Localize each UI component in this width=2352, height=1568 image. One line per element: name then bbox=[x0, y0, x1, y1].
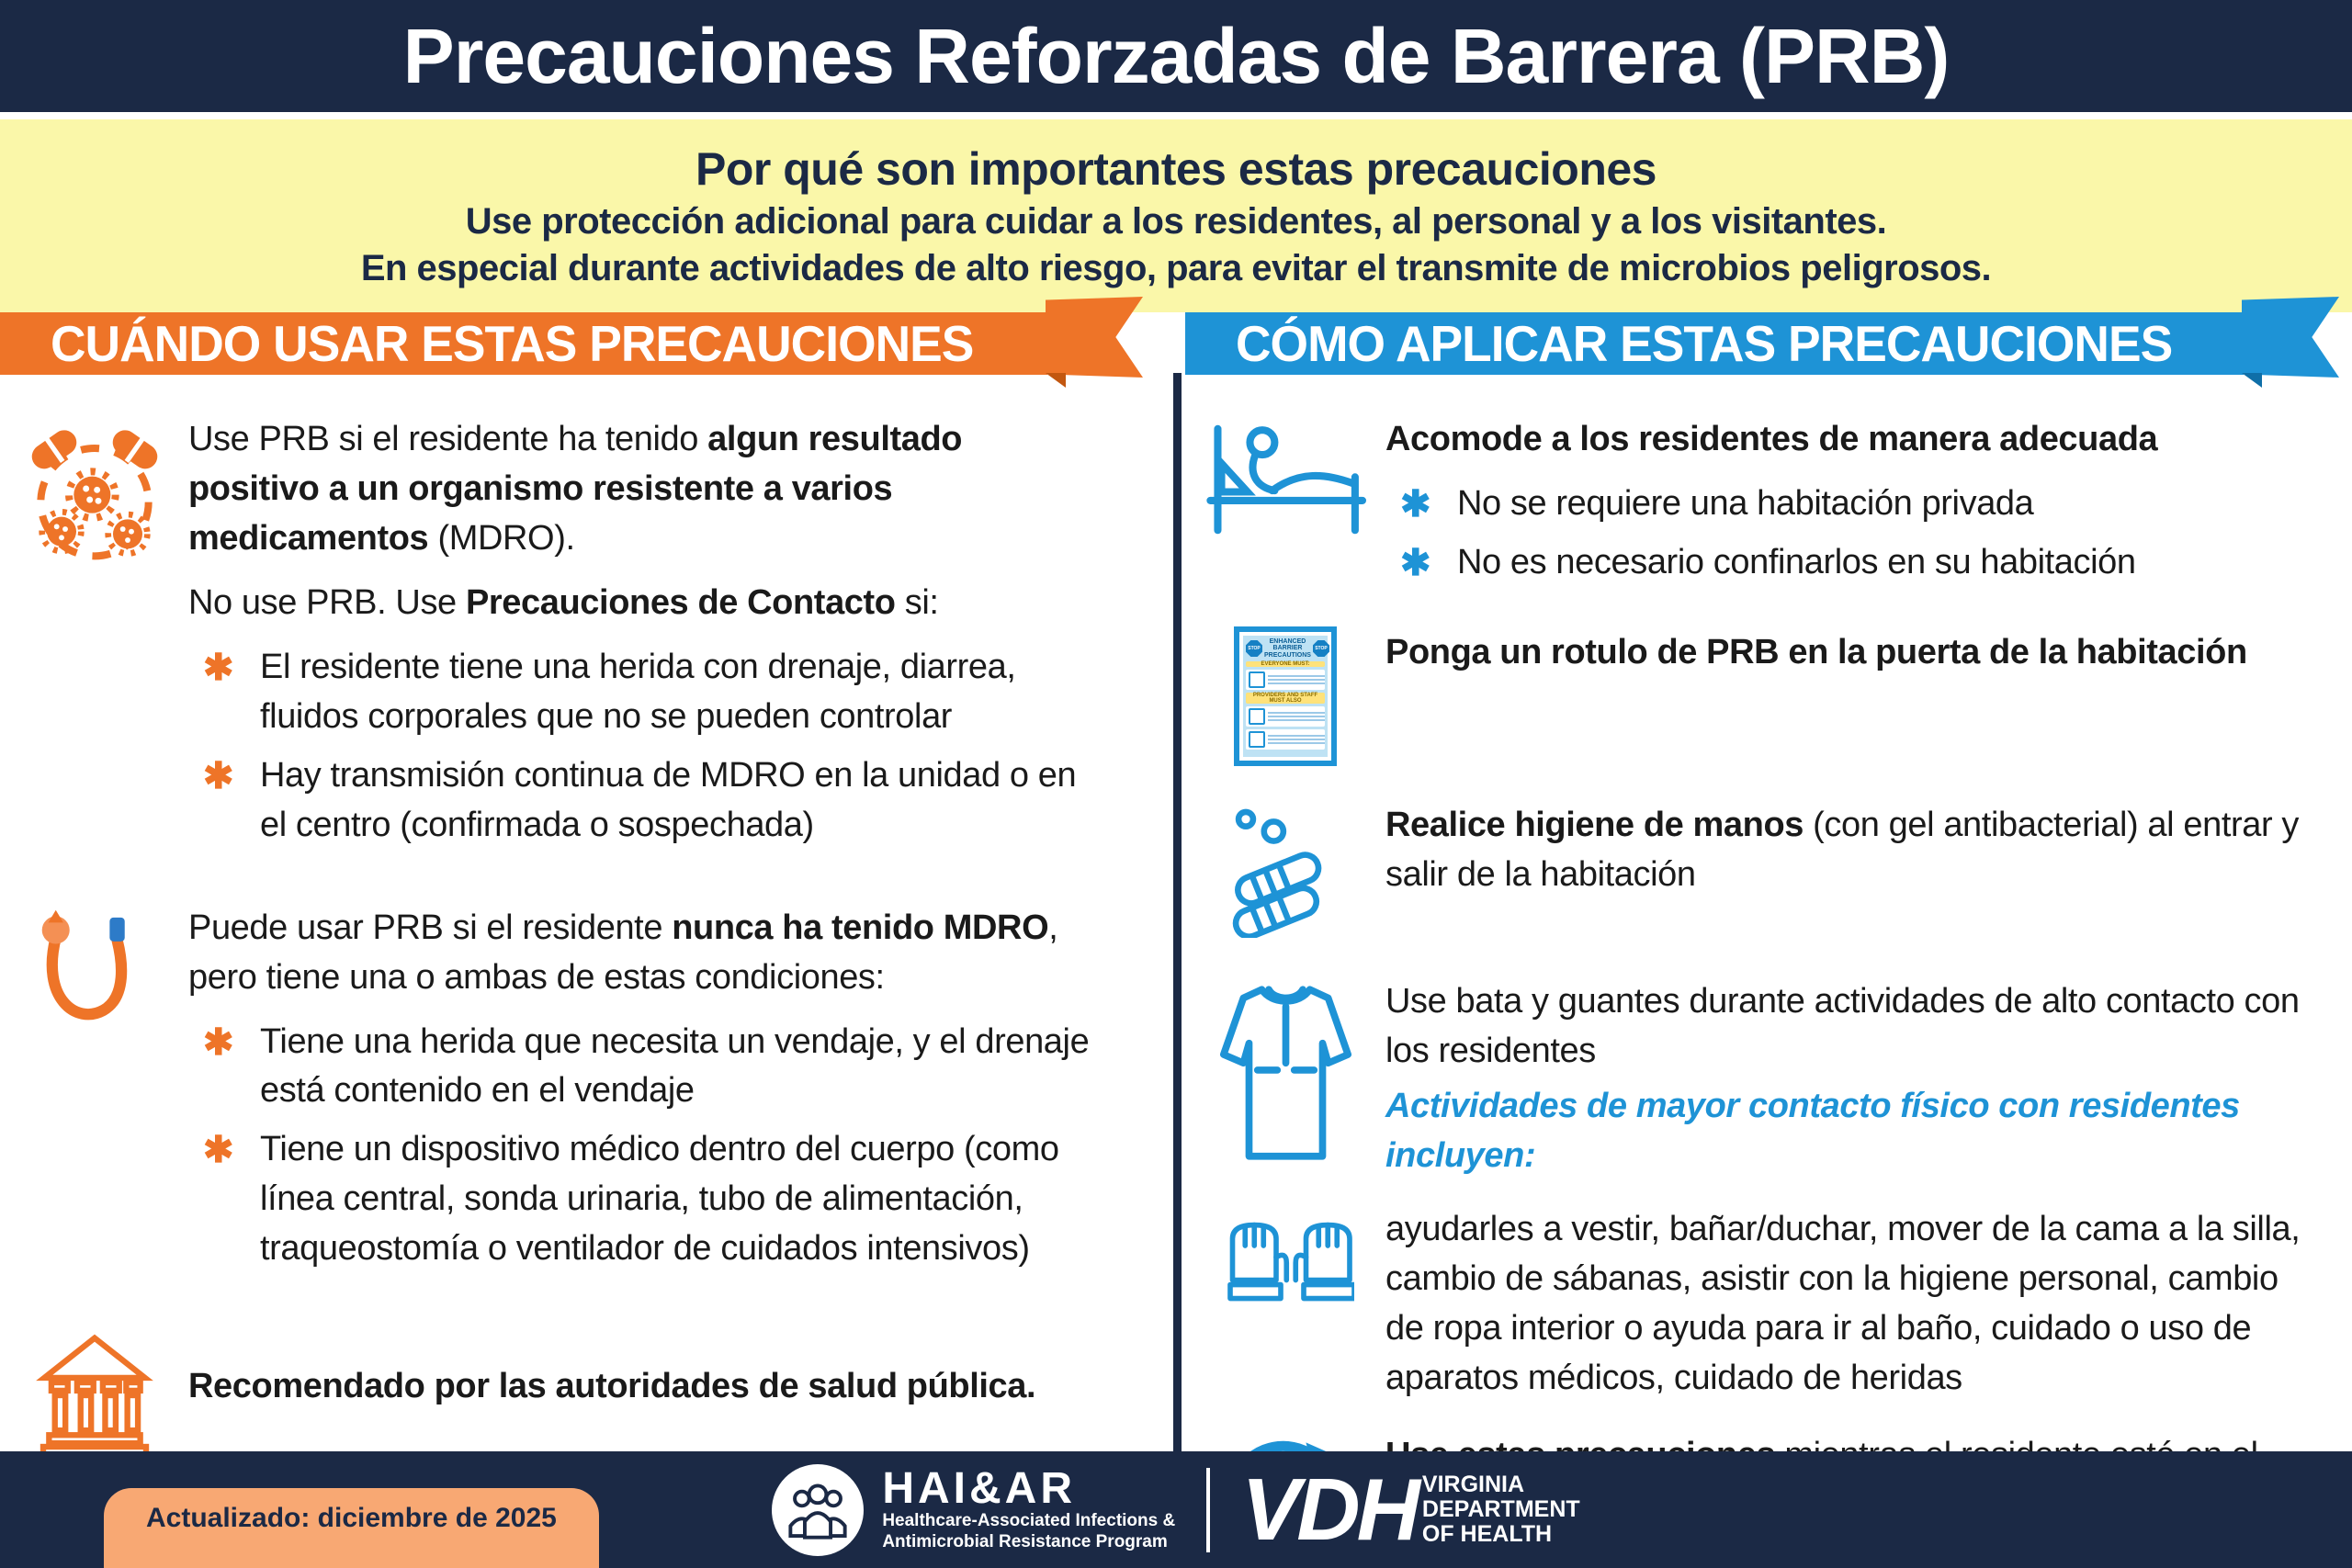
recommended-text: Recomendado por las autoridades de salud… bbox=[188, 1367, 1036, 1406]
vdh-line-2: DEPARTMENT bbox=[1421, 1496, 1580, 1522]
hand-washing-icon bbox=[1219, 805, 1352, 942]
bullet-asterisk: ✱ bbox=[203, 1130, 234, 1171]
activities-list-text: ayudarles a vestir, bañar/duchar, mover … bbox=[1385, 1209, 2301, 1397]
intro-section: Por qué son importantes estas precaucion… bbox=[0, 119, 2352, 312]
never-mdro-item: Puede usar PRB si el residente nunca ha … bbox=[0, 904, 1173, 1275]
vdh-line-1: VIRGINIA bbox=[1421, 1472, 1525, 1497]
sign-band-2: PROVIDERS AND STAFF MUST ALSO bbox=[1246, 692, 1325, 704]
never-mdro-paragraph: Puede usar PRB si el residente nunca ha … bbox=[188, 908, 1058, 997]
mdro-positive-item: Use PRB si el residente ha tenido algun … bbox=[0, 415, 1173, 851]
sign-title: ENHANCED BARRIER PRECAUTIONS bbox=[1264, 637, 1311, 659]
room-placement-title: Acomode a los residentes de manera adecu… bbox=[1385, 420, 2158, 458]
confinement-bullet: ✱ No es necesario confinarlos en su habi… bbox=[1385, 538, 2313, 588]
when-to-use-header: CUÁNDO USAR ESTAS PRECAUCIONES bbox=[51, 315, 974, 372]
updated-text: Actualizado: diciembre de 2025 bbox=[146, 1503, 557, 1533]
column-divider bbox=[1173, 373, 1182, 1451]
how-to-apply-banner: CÓMO APLICAR ESTAS PRECAUCIONES bbox=[1185, 297, 2352, 388]
title-band: Precauciones Reforzadas de Barrera (PRB) bbox=[0, 0, 2352, 112]
vdh-acronym: VDH bbox=[1241, 1460, 1420, 1559]
people-group-icon bbox=[772, 1463, 865, 1556]
bullet-asterisk: ✱ bbox=[203, 647, 234, 688]
ribbon-fold-left bbox=[1046, 373, 1066, 388]
intro-line-1: Use protección adicional para cuidar a l… bbox=[465, 201, 1887, 242]
wound-bullet: ✱ Tiene una herida que necesita un venda… bbox=[188, 1018, 1093, 1117]
updated-badge: Actualizado: diciembre de 2025 bbox=[104, 1488, 599, 1568]
ribbon-tail-left bbox=[1046, 297, 1143, 378]
high-contact-note: Actividades de mayor contacto físico con… bbox=[1385, 1086, 2240, 1175]
hai-ar-acronym: HAI&AR bbox=[882, 1463, 1076, 1513]
bullet-asterisk: ✱ bbox=[203, 1021, 234, 1063]
door-sign-item: STOP ENHANCED BARRIER PRECAUTIONS STOP E… bbox=[1185, 623, 2352, 766]
intro-line-2: En especial durante actividades de alto … bbox=[360, 248, 1992, 288]
sign-instruction-box bbox=[1246, 728, 1325, 750]
contact-precautions-paragraph: No use PRB. Use Precauciones de Contacto… bbox=[188, 582, 939, 622]
gown-icon bbox=[1215, 981, 1357, 1169]
door-sign-text: Ponga un rotulo de PRB en la puerta de l… bbox=[1385, 632, 2247, 671]
catheter-icon bbox=[26, 908, 164, 1050]
how-to-apply-column: CÓMO APLICAR ESTAS PRECAUCIONES bbox=[1185, 297, 2352, 1568]
gown-text: Use bata y guantes durante actividades d… bbox=[1385, 981, 2300, 1070]
device-bullet: ✱ Tiene un dispositivo médico dentro del… bbox=[188, 1125, 1093, 1274]
germs-and-pills-icon bbox=[21, 419, 168, 570]
private-room-bullet: ✱ No se requiere una habitación privada bbox=[1385, 479, 2313, 529]
contact-bullet-1: ✱ El residente tiene una herida con dren… bbox=[188, 643, 1093, 742]
stop-hexagon: STOP bbox=[1312, 639, 1329, 657]
bullet-asterisk: ✱ bbox=[1400, 542, 1431, 583]
hai-ar-logo: HAI&AR Healthcare-Associated Infections … bbox=[772, 1463, 1176, 1556]
footer-band: HAI&AR Healthcare-Associated Infections … bbox=[0, 1451, 2352, 1568]
sign-instruction-box bbox=[1246, 705, 1325, 727]
footer-logos: HAI&AR Healthcare-Associated Infections … bbox=[0, 1451, 2352, 1568]
when-to-use-column: CUÁNDO USAR ESTAS PRECAUCIONES bbox=[0, 297, 1173, 1459]
prb-door-sign-icon: STOP ENHANCED BARRIER PRECAUTIONS STOP E… bbox=[1234, 626, 1337, 766]
bullet-asterisk: ✱ bbox=[203, 755, 234, 796]
vdh-line-3: OF HEALTH bbox=[1421, 1521, 1553, 1547]
hand-hygiene-item: Realice higiene de manos (con gel antiba… bbox=[1185, 801, 2352, 942]
recommended-item: Recomendado por las autoridades de salud… bbox=[0, 1327, 1173, 1464]
bullet-asterisk: ✱ bbox=[1400, 483, 1431, 525]
room-placement-item: Acomode a los residentes de manera adecu… bbox=[1185, 415, 2352, 588]
gloves-icon bbox=[1216, 1209, 1357, 1337]
page-title: Precauciones Reforzadas de Barrera (PRB) bbox=[402, 12, 1951, 99]
public-health-institution-icon bbox=[30, 1331, 159, 1464]
intro-heading: Por qué son importantes estas precaucion… bbox=[695, 143, 1657, 195]
stop-hexagon: STOP bbox=[1246, 639, 1262, 657]
main-columns: CUÁNDO USAR ESTAS PRECAUCIONES bbox=[0, 297, 2352, 1568]
sign-band-1: EVERYONE MUST: bbox=[1246, 660, 1325, 667]
resident-in-bed-icon bbox=[1205, 419, 1366, 541]
ribbon-tail-right bbox=[2242, 297, 2339, 378]
ribbon-fold-right bbox=[2242, 373, 2262, 388]
when-to-use-banner: CUÁNDO USAR ESTAS PRECAUCIONES bbox=[0, 297, 1173, 388]
hai-ar-line-1: Healthcare-Associated Infections & bbox=[882, 1510, 1176, 1530]
mdro-positive-paragraph: Use PRB si el residente ha tenido algun … bbox=[188, 420, 963, 558]
vdh-logo: VDH VIRGINIA DEPARTMENT OF HEALTH bbox=[1241, 1460, 1580, 1559]
sign-instruction-box bbox=[1246, 669, 1325, 690]
high-contact-activities-item: ayudarles a vestir, bañar/duchar, mover … bbox=[1185, 1205, 2352, 1404]
how-to-apply-header: CÓMO APLICAR ESTAS PRECAUCIONES bbox=[1236, 315, 2173, 372]
gown-item: Use bata y guantes durante actividades d… bbox=[1185, 977, 2352, 1196]
logo-divider bbox=[1206, 1467, 1211, 1552]
hai-ar-line-2: Antimicrobial Resistance Program bbox=[882, 1531, 1168, 1551]
contact-bullet-2: ✱ Hay transmisión continua de MDRO en la… bbox=[188, 751, 1093, 851]
